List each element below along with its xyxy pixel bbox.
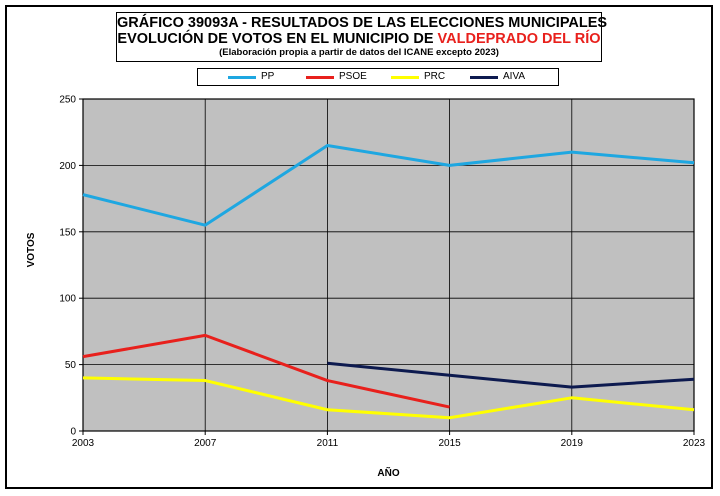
- legend-swatch-aiva: [470, 76, 498, 79]
- y-tick-label: 250: [59, 95, 76, 106]
- y-tick-label: 0: [70, 427, 76, 438]
- y-axis-title: VOTOS: [26, 232, 37, 267]
- legend-label-psoe: PSOE: [339, 71, 367, 82]
- plot-border: [82, 98, 695, 432]
- y-tick-label: 150: [59, 227, 76, 238]
- chart-subtitle: EVOLUCIÓN DE VOTOS EN EL MUNICIPIO DE VA…: [117, 31, 601, 47]
- series-line-aiva: [327, 361, 695, 389]
- legend-label-prc: PRC: [424, 71, 446, 82]
- x-axis-title: AÑO: [377, 466, 399, 479]
- x-tick-label: 2011: [317, 438, 339, 449]
- x-tick-label: 2023: [683, 438, 706, 449]
- legend-swatch-psoe: [306, 76, 334, 79]
- series-line-psoe: [82, 333, 450, 409]
- series-line-prc: [82, 376, 695, 420]
- legend-swatch-prc: [391, 76, 419, 79]
- y-tick-label: 100: [59, 294, 76, 305]
- y-tick-label: 200: [59, 161, 76, 172]
- legend-label-aiva: AIVA: [503, 71, 526, 82]
- x-tick-label: 2007: [194, 438, 217, 449]
- chart-legend: PP PSOE PRC AIVA: [197, 68, 559, 86]
- legend-swatch-pp: [228, 76, 256, 79]
- legend-label-pp: PP: [261, 71, 275, 82]
- series-line-pp: [82, 143, 695, 227]
- chart-title-box: GRÁFICO 39093A - RESULTADOS DE LAS ELECC…: [116, 12, 608, 62]
- x-tick-label: 2003: [72, 438, 95, 449]
- x-tick-label: 2019: [561, 438, 584, 449]
- municipality-name: VALDEPRADO DEL RÍO: [437, 31, 601, 47]
- chart-source-note: (Elaboración propia a partir de datos de…: [219, 47, 499, 58]
- y-tick-label: 50: [65, 360, 77, 371]
- x-tick-label: 2015: [438, 438, 461, 449]
- chart-title: GRÁFICO 39093A - RESULTADOS DE LAS ELECC…: [117, 15, 608, 31]
- subtitle-prefix: EVOLUCIÓN DE VOTOS EN EL MUNICIPIO DE: [117, 31, 438, 47]
